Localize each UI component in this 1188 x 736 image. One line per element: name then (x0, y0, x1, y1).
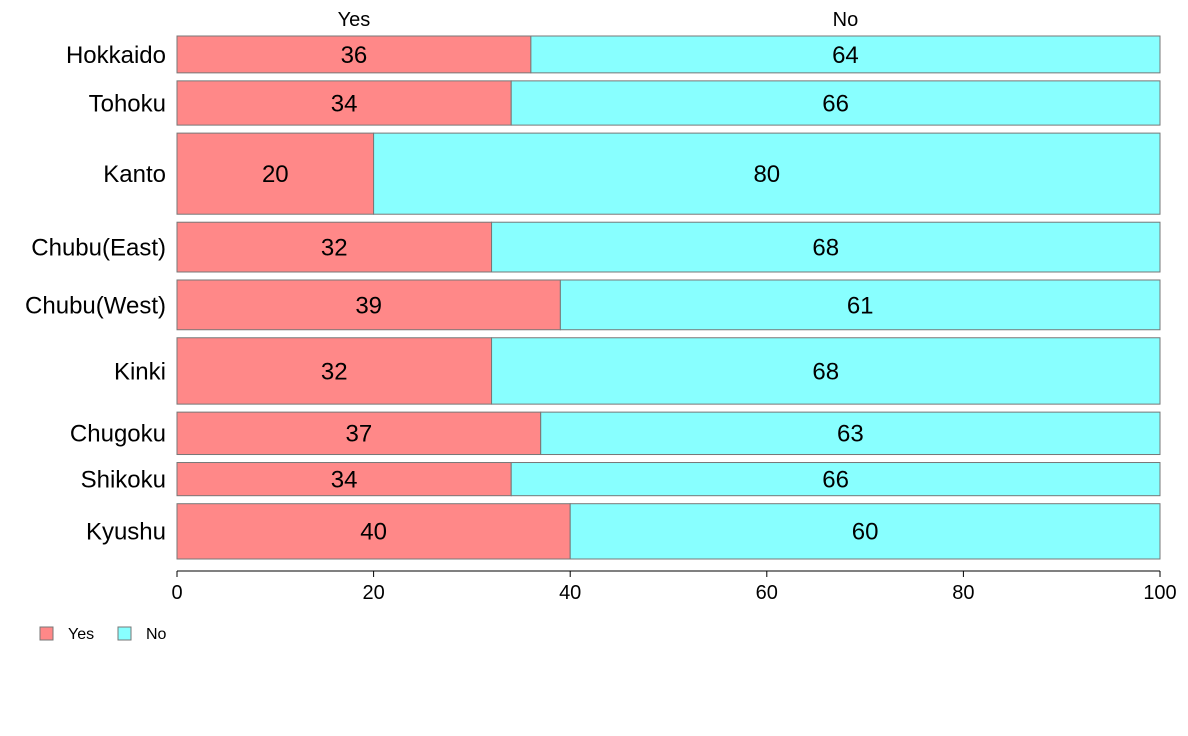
category-label: Tohoku (89, 90, 166, 117)
category-label: Hokkaido (66, 42, 166, 69)
category-label: Kyushu (86, 519, 166, 546)
legend-label-no: No (146, 626, 167, 643)
data-label: 39 (355, 292, 382, 319)
bar-no (559, 279, 1161, 331)
bar-no (540, 411, 1161, 456)
bar-no (530, 35, 1161, 74)
data-label: 40 (360, 519, 387, 546)
data-label: 36 (341, 42, 368, 69)
x-tick-label: 80 (952, 582, 974, 604)
data-label: 68 (812, 235, 839, 262)
data-label: 68 (812, 358, 839, 385)
bar-yes (176, 35, 532, 74)
bar-yes (176, 132, 375, 215)
bar-no (569, 503, 1161, 560)
bar-yes (176, 80, 512, 126)
bar-no (510, 80, 1161, 126)
x-tick-label: 40 (559, 582, 581, 604)
data-label: 34 (331, 90, 358, 117)
data-label: 63 (837, 421, 864, 448)
legend-label-yes: Yes (68, 626, 94, 643)
data-label: 64 (832, 42, 859, 69)
legend-swatch-yes (39, 626, 54, 641)
column-header-yes: Yes (338, 9, 371, 31)
category-label: Kinki (114, 358, 166, 385)
data-label: 32 (321, 358, 348, 385)
data-label: 66 (822, 467, 849, 494)
category-label: Kanto (103, 161, 166, 188)
category-label: Shikoku (81, 467, 166, 494)
category-labels: Hokkaido Tohoku Kanto Chubu(East) Chubu(West… (25, 42, 166, 546)
bar-no (373, 132, 1161, 215)
category-label: Chubu(West) (25, 292, 166, 319)
bar-yes (176, 503, 571, 560)
x-tick-label: 20 (362, 582, 384, 604)
x-axis: 0 20 40 60 80 100 (171, 570, 1177, 604)
bar-yes (176, 411, 542, 456)
legend-swatch-no (117, 626, 132, 641)
data-label: 34 (331, 467, 358, 494)
data-label: 32 (321, 235, 348, 262)
x-tick-label: 100 (1143, 582, 1176, 604)
data-label: 20 (262, 161, 289, 188)
bar-no (491, 337, 1161, 405)
data-label: 80 (753, 161, 780, 188)
bar-yes (176, 221, 493, 273)
category-label: Chubu(East) (31, 235, 166, 262)
data-label: 66 (822, 90, 849, 117)
data-label: 60 (852, 519, 879, 546)
category-label: Chugoku (70, 421, 166, 448)
data-label: 61 (847, 292, 874, 319)
column-header-no: No (833, 9, 859, 31)
x-tick-label: 0 (171, 582, 182, 604)
bar-no (491, 221, 1161, 273)
data-label: 37 (346, 421, 373, 448)
column-headers: Yes No (338, 9, 859, 31)
legend: Yes No (39, 626, 167, 643)
bar-no (510, 462, 1161, 497)
bars: 36 64 34 66 20 80 32 68 39 61 32 68 37 63 34 66 40 60 (176, 35, 1161, 560)
bar-yes (176, 279, 561, 331)
x-tick-label: 60 (756, 582, 778, 604)
